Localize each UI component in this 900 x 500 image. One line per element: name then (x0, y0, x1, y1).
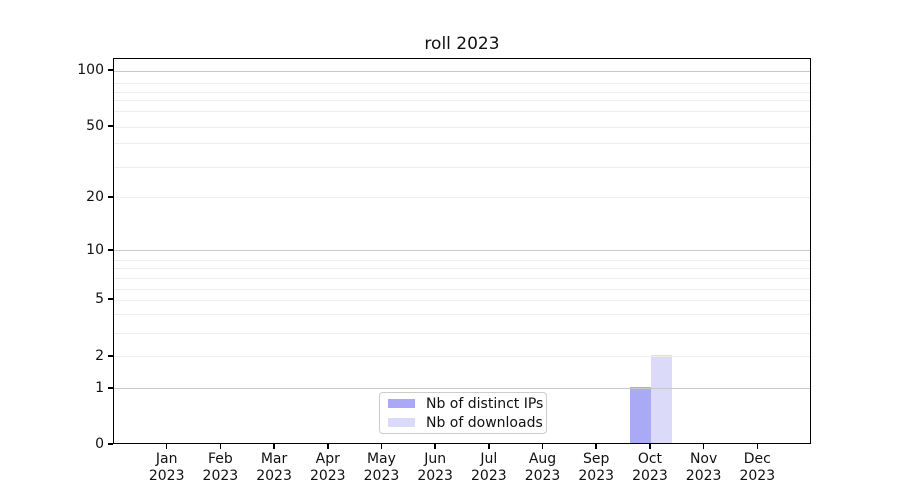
gridline-minor (114, 111, 810, 113)
x-tick-month: Sep (583, 451, 610, 467)
x-tick-label: Jul 2023 (459, 451, 519, 485)
x-tick-month: May (366, 451, 396, 467)
bar-nb-of-distinct-ips (629, 387, 651, 443)
x-tick-year: 2023 (578, 468, 615, 484)
gridline-minor (114, 314, 810, 316)
y-tick-mark (108, 298, 113, 300)
x-tick-mark (327, 444, 329, 449)
x-tick-mark (165, 444, 168, 449)
x-tick-month: Oct (637, 451, 663, 467)
x-tick-year: 2023 (471, 468, 507, 484)
x-tick-month: Jul (480, 451, 498, 467)
x-tick-label: Sep 2023 (566, 451, 626, 485)
x-tick-label: Nov 2023 (674, 451, 734, 485)
x-tick-mark (595, 444, 597, 449)
gridline-major (114, 250, 810, 252)
legend-label: Nb of downloads (426, 414, 543, 431)
legend-swatch (388, 399, 415, 408)
gridline-major (114, 70, 810, 72)
x-tick-label: Jun 2023 (405, 451, 465, 485)
y-tick-label: 10 (86, 241, 104, 258)
x-tick-month: Jun (424, 451, 447, 467)
gridline-minor (114, 260, 810, 262)
gridline-minor (114, 91, 810, 93)
gridline-minor (114, 278, 810, 280)
x-tick-mark (434, 444, 436, 449)
legend-label: Nb of distinct IPs (426, 395, 544, 412)
gridline-minor (114, 288, 810, 290)
gridline-major (114, 299, 810, 301)
x-tick-mark (702, 444, 705, 449)
chart-title: roll 2023 (424, 34, 500, 54)
gridline-major (114, 126, 810, 128)
y-tick-mark (108, 387, 113, 389)
x-tick-label: May 2023 (351, 451, 411, 485)
x-tick-label: Dec 2023 (727, 451, 787, 485)
legend-row: Nb of distinct IPs (388, 396, 543, 412)
grid-layer (114, 59, 810, 443)
legend: Nb of distinct IPs Nb of downloads (379, 392, 547, 434)
y-tick-label: 5 (95, 291, 104, 308)
legend-swatch (388, 418, 415, 427)
y-tick-label: 1 (95, 379, 104, 396)
x-tick-year: 2023 (524, 468, 561, 484)
x-tick-mark (541, 444, 544, 449)
x-tick-year: 2023 (309, 468, 346, 484)
gridline-minor (114, 333, 810, 335)
x-tick-year: 2023 (417, 468, 453, 484)
x-tick-month: Apr (315, 451, 340, 467)
legend-row: Nb of downloads (388, 415, 543, 431)
y-tick-label: 50 (86, 118, 104, 134)
x-tick-label: Aug 2023 (513, 451, 573, 485)
y-tick-mark (108, 69, 113, 71)
gridline-minor (114, 268, 810, 270)
gridline-major (114, 197, 810, 199)
x-tick-month: Dec (743, 451, 771, 467)
x-tick-label: Jan 2023 (137, 451, 197, 485)
y-tick-label: 20 (86, 188, 104, 205)
x-tick-year: 2023 (202, 468, 239, 484)
x-tick-label: Feb 2023 (190, 451, 250, 485)
x-tick-label: Apr 2023 (298, 451, 358, 485)
plot-area (113, 58, 811, 444)
x-tick-mark (219, 444, 222, 449)
y-tick-label: 2 (95, 347, 104, 364)
bar-nb-of-downloads (650, 355, 672, 443)
x-tick-mark (756, 444, 759, 449)
gridline-minor (114, 166, 810, 168)
y-tick-mark (108, 125, 113, 127)
x-tick-mark (649, 444, 651, 449)
x-tick-year: 2023 (148, 468, 185, 484)
x-tick-year: 2023 (256, 468, 292, 484)
x-tick-month: Mar (260, 451, 288, 467)
y-tick-label: 0 (95, 436, 104, 452)
y-tick-mark (108, 443, 113, 445)
gridline-minor (114, 100, 810, 102)
x-tick-mark (273, 444, 275, 449)
x-tick-year: 2023 (685, 468, 722, 484)
x-tick-mark (488, 444, 490, 449)
bars-layer (114, 59, 810, 443)
gridline-major (114, 388, 810, 390)
x-tick-month: Nov (689, 451, 718, 467)
x-tick-month: Feb (207, 451, 233, 467)
y-tick-mark (108, 249, 113, 251)
x-tick-month: Aug (528, 451, 557, 467)
x-tick-mark (380, 444, 383, 449)
x-tick-year: 2023 (739, 468, 776, 484)
x-tick-year: 2023 (632, 468, 668, 484)
y-tick-mark (108, 196, 113, 198)
x-tick-year: 2023 (363, 468, 400, 484)
y-tick-mark (108, 355, 113, 357)
gridline-major (114, 356, 810, 358)
x-tick-label: Oct 2023 (620, 451, 680, 485)
y-tick-label: 100 (77, 62, 104, 78)
gridline-minor (114, 143, 810, 145)
x-tick-label: Mar 2023 (244, 451, 304, 485)
gridline-minor (114, 82, 810, 84)
x-tick-month: Jan (155, 451, 178, 467)
